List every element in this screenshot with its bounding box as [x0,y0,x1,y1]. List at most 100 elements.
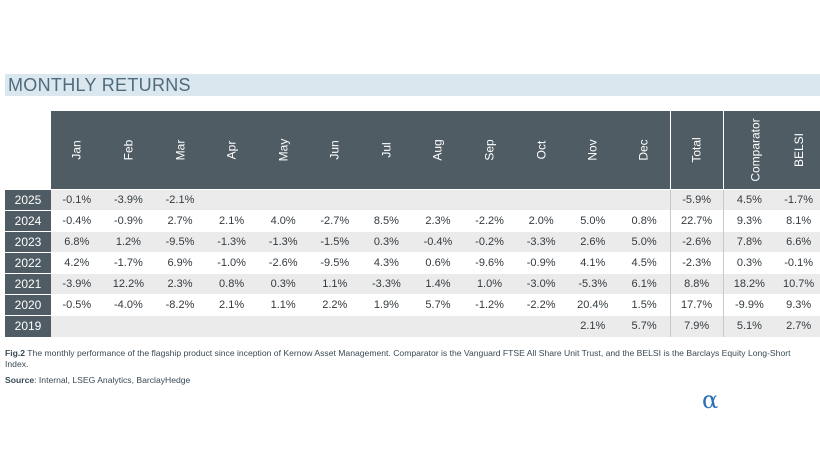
caption-text: The monthly performance of the flagship … [5,348,791,369]
cell-comparator: 5.1% [723,315,776,337]
cell-jan [51,315,103,337]
table-row: 2024 -0.4% -0.9% 2.7% 2.1% 4.0% -2.7% 8.5% 2.3% -… [5,210,820,232]
section-title: MONTHLY RETURNS [5,74,820,96]
cell-jun: -1.5% [308,231,361,253]
row-year: 2021 [5,273,51,295]
cell-jan: -3.9% [51,273,103,295]
cell-jun: 1.1% [308,273,361,295]
source-label: Source [5,375,35,385]
cell-sep: -2.2% [463,210,516,232]
cell-comparator: 4.5% [723,189,776,211]
cell-aug: 1.4% [412,273,464,295]
cell-may: 1.1% [257,294,309,316]
cell-may: -1.3% [257,231,309,253]
cell-may [257,189,309,211]
column-header-label: BELSI [791,132,806,168]
cell-comparator: -9.9% [723,294,776,316]
cell-feb: -0.9% [102,210,155,232]
cell-aug: 0.6% [412,252,464,274]
table-row: 2022 4.2% -1.7% 6.9% -1.0% -2.6% -9.5% 4.3% 0.6%… [5,252,820,274]
cell-mar: -2.1% [154,189,206,211]
cell-nov: 2.1% [566,315,619,337]
cell-comparator: 18.2% [723,273,776,295]
cell-jul: 0.3% [360,231,413,253]
cell-apr [205,315,258,337]
table-row: 2023 6.8% 1.2% -9.5% -1.3% -1.3% -1.5% 0.3% -0.4… [5,231,820,253]
cell-comparator: 7.8% [723,231,776,253]
column-header-label: Oct [534,140,549,160]
cell-dec: 4.5% [618,252,671,274]
column-header-sep: Sep [463,111,516,190]
table-row: 2025 -0.1% -3.9% -2.1% -5.9% 4.5% -1.7% [5,189,820,211]
cell-may: -2.6% [257,252,309,274]
cell-dec: 5.0% [618,231,671,253]
cell-belsi: 2.7% [775,315,820,337]
cell-mar: 2.3% [154,273,206,295]
cell-apr: 0.8% [205,273,258,295]
cell-apr: 2.1% [205,294,258,316]
cell-mar: -9.5% [154,231,206,253]
cell-oct: 2.0% [515,210,567,232]
cell-jan: -0.5% [51,294,103,316]
cell-oct [515,189,567,211]
column-header-jun: Jun [308,111,361,190]
column-header-dec: Dec [618,111,671,190]
cell-dec: 5.7% [618,315,671,337]
cell-nov: -5.3% [566,273,619,295]
row-year: 2023 [5,231,51,253]
cell-feb: 1.2% [102,231,155,253]
table-row: 2021 -3.9% 12.2% 2.3% 0.8% 0.3% 1.1% -3.3% 1.4% 1… [5,273,820,295]
cell-jan: 6.8% [51,231,103,253]
cell-dec: 0.8% [618,210,671,232]
cell-oct: -2.2% [515,294,567,316]
table-row: 2019 2.1% 5.7% 7.9% 5.1% 2.7% [5,315,820,337]
cell-sep [463,189,516,211]
cell-sep: 1.0% [463,273,516,295]
cell-sep [463,315,516,337]
column-header-jul: Jul [360,111,413,190]
row-year: 2019 [5,315,51,337]
cell-mar [154,315,206,337]
cell-feb: 12.2% [102,273,155,295]
cell-may [257,315,309,337]
caption-fig-label: Fig.2 [5,348,26,358]
cell-jul: -3.3% [360,273,413,295]
cell-oct: -0.9% [515,252,567,274]
cell-nov: 20.4% [566,294,619,316]
cell-aug: 5.7% [412,294,464,316]
column-header-comparator: Comparator [722,111,776,190]
column-header-label: Dec [637,139,652,161]
cell-total: 7.9% [669,315,724,337]
cell-mar: -8.2% [154,294,206,316]
column-header-total: Total [669,111,724,190]
column-header-aug: Aug [412,111,464,190]
cell-total: -2.3% [669,252,724,274]
source-line: Source: Internal, LSEG Analytics, Barcla… [5,375,190,385]
cell-nov: 5.0% [566,210,619,232]
cell-oct: -3.3% [515,231,567,253]
cell-feb: -1.7% [102,252,155,274]
cell-feb: -3.9% [102,189,155,211]
column-header-label: Comparator [748,118,763,182]
column-header-label: Mar [172,139,187,161]
cell-nov: 2.6% [566,231,619,253]
cell-total: -5.9% [669,189,724,211]
cell-oct: -3.0% [515,273,567,295]
cell-jul [360,189,413,211]
row-year: 2024 [5,210,51,232]
cell-aug [412,315,464,337]
cell-may: 0.3% [257,273,309,295]
cell-sep: -9.6% [463,252,516,274]
column-header-label: Nov [585,139,600,161]
cell-oct [515,315,567,337]
cell-belsi: -0.1% [775,252,820,274]
column-header-label: Feb [121,139,136,161]
column-header-label: Apr [224,140,239,160]
cell-jun: -9.5% [308,252,361,274]
column-header-jan: Jan [51,111,103,190]
column-header-feb: Feb [102,111,155,190]
cell-feb: -4.0% [102,294,155,316]
cell-jan: 4.2% [51,252,103,274]
cell-jul: 1.9% [360,294,413,316]
